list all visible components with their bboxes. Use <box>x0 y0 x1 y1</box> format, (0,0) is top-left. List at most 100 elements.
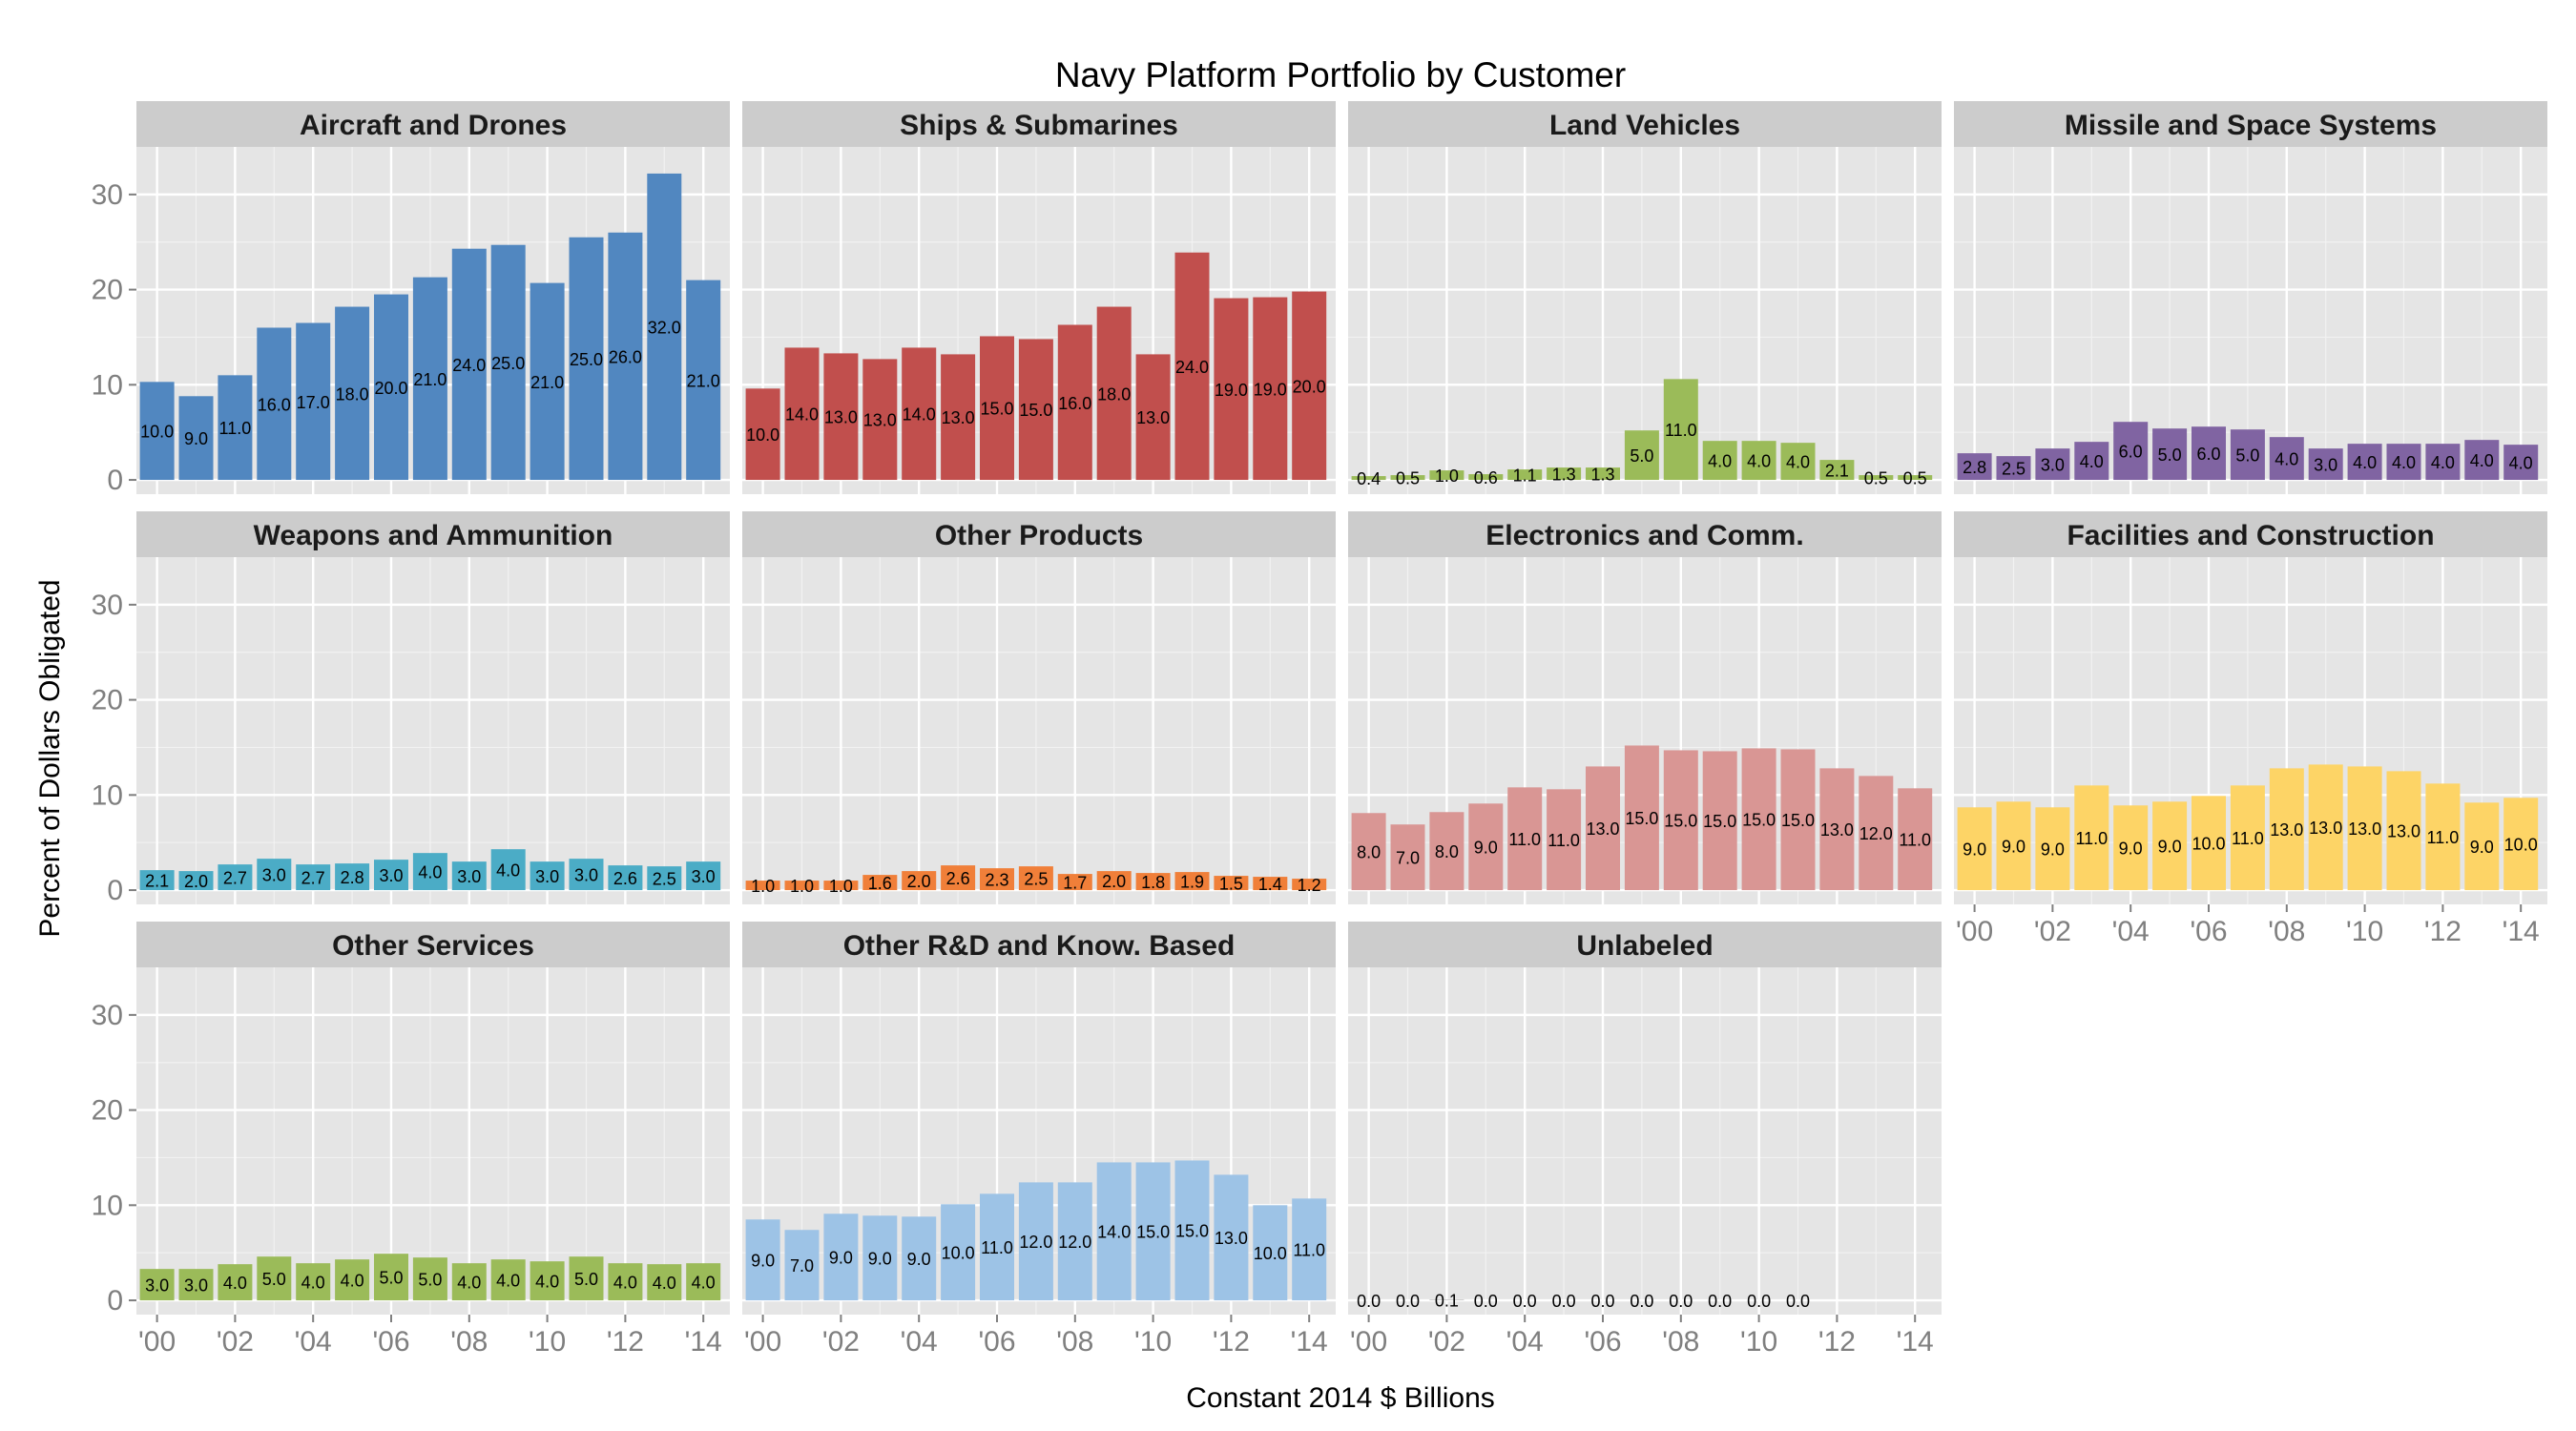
bar-label: 24.0 <box>452 356 486 375</box>
bar <box>1859 475 1894 481</box>
bar-label: 1.7 <box>1063 874 1087 893</box>
bar-label: 1.3 <box>1590 466 1614 485</box>
bar-label: 4.0 <box>301 1274 325 1293</box>
bar <box>2308 448 2343 481</box>
bar-label: 0.5 <box>1903 469 1927 488</box>
y-tick-label: 20 <box>92 275 123 306</box>
bar-label: 5.0 <box>2158 446 2182 465</box>
bar-label: 20.0 <box>1293 377 1326 396</box>
bar <box>374 860 408 891</box>
bar <box>1214 876 1249 891</box>
bar <box>1957 807 1992 891</box>
bar-label: 0.6 <box>1474 468 1498 487</box>
strip-facilities-and-construction <box>1954 511 2547 557</box>
x-tick-label: '14 <box>685 1326 722 1358</box>
bar-label: 0.4 <box>1357 469 1381 488</box>
bar <box>412 1257 447 1301</box>
panel-unlabeled: Unlabeled 0.0 0.0 0.1 0.0 0.0 0.0 0.0 0.0 0.0 0.0 0… <box>1348 922 1942 1358</box>
bar-label: 14.0 <box>785 405 819 425</box>
bar-label: 15.0 <box>1703 812 1736 831</box>
bar-label: 13.0 <box>2348 819 2381 839</box>
bar <box>862 875 898 891</box>
x-tick-label: '04 <box>295 1326 332 1358</box>
bar <box>1741 441 1776 481</box>
bar <box>257 327 292 481</box>
bar <box>647 1264 682 1301</box>
bar-label: 9.0 <box>2470 838 2494 857</box>
y-tick-label: 10 <box>92 369 123 401</box>
bar-label: 13.0 <box>1586 819 1619 839</box>
bar <box>296 322 331 481</box>
bar <box>1468 474 1504 481</box>
bar-label: 1.8 <box>1141 873 1165 892</box>
bar-label: 3.0 <box>2314 456 2337 475</box>
bar <box>1780 749 1816 891</box>
bar <box>1586 766 1620 891</box>
bar <box>1096 871 1132 891</box>
bar-label: 2.8 <box>1963 458 1986 477</box>
bar-label: 4.0 <box>2470 451 2494 470</box>
bar-label: 0.0 <box>1396 1292 1420 1311</box>
bar <box>1214 1174 1249 1301</box>
bar <box>1174 1160 1210 1301</box>
bar <box>686 280 721 481</box>
bar-label: 4.0 <box>223 1274 247 1293</box>
bar <box>569 859 604 891</box>
strip-title: Land Vehicles <box>1549 110 1740 141</box>
bar <box>784 1230 820 1301</box>
bar <box>1174 252 1210 481</box>
bar-label: 4.0 <box>2275 450 2298 469</box>
bar <box>2386 771 2421 891</box>
bar-label: 2.1 <box>1825 462 1849 481</box>
bar-label: 11.0 <box>2427 828 2460 847</box>
bar <box>2347 766 2382 891</box>
y-tick-label: 30 <box>92 179 123 211</box>
bar <box>784 347 820 481</box>
bar-label: 10.0 <box>1254 1244 1287 1263</box>
strip-other-r-d-and-know-based <box>742 922 1336 967</box>
x-tick-label: '10 <box>1134 1326 1172 1358</box>
bar <box>569 1256 604 1301</box>
bar-label: 4.0 <box>418 863 442 882</box>
bar <box>335 863 370 891</box>
y-tick-label: 20 <box>92 1095 123 1127</box>
strip-title: Aircraft and Drones <box>300 110 567 141</box>
bar <box>1547 467 1582 481</box>
bar <box>608 1263 643 1301</box>
bar-label: 2.8 <box>341 868 364 887</box>
bar-label: 10.0 <box>140 423 174 442</box>
bar-label: 1.1 <box>1513 467 1537 486</box>
bar <box>686 1263 721 1301</box>
bar <box>1292 1198 1327 1301</box>
bar <box>1351 813 1386 891</box>
x-tick-label: '14 <box>1291 1326 1328 1358</box>
bar-label: 12.0 <box>1859 824 1893 843</box>
bar <box>257 1256 292 1301</box>
bar-label: 25.0 <box>570 350 603 369</box>
bar <box>2269 768 2304 891</box>
bar <box>1957 453 1992 481</box>
bar-label: 15.0 <box>1175 1222 1209 1241</box>
bar <box>2464 440 2500 481</box>
strip-title: Other Services <box>332 930 534 962</box>
bar-label: 4.0 <box>496 1272 520 1291</box>
facet-panels: Aircraft and Drones 10.0 9.0 11.0 16.0 17.0 18… <box>92 101 2547 1358</box>
bar <box>902 1216 937 1301</box>
bar-label: 21.0 <box>687 371 720 390</box>
bar <box>2074 785 2109 891</box>
bar-label: 5.0 <box>262 1270 286 1289</box>
bar <box>1135 873 1171 891</box>
bar-label: 1.9 <box>1180 873 1204 892</box>
panel-facilities-and-construction: Facilities and Construction 9.0 9.0 9.0 11.0… <box>1954 511 2547 947</box>
bar <box>1135 1162 1171 1301</box>
bar <box>1292 879 1327 891</box>
bar-label: 19.0 <box>1215 381 1248 400</box>
bar <box>1702 751 1737 891</box>
bar <box>1547 789 1582 891</box>
x-tick-label: '04 <box>901 1326 938 1358</box>
bar-label: 11.0 <box>981 1238 1013 1257</box>
panel-other-r-d-and-know-based: Other R&D and Know. Based 9.0 7.0 9.0 9.0 9.0… <box>742 922 1336 1358</box>
bar-label: 4.0 <box>2392 453 2416 472</box>
bar <box>784 881 820 891</box>
bar <box>1057 874 1092 891</box>
